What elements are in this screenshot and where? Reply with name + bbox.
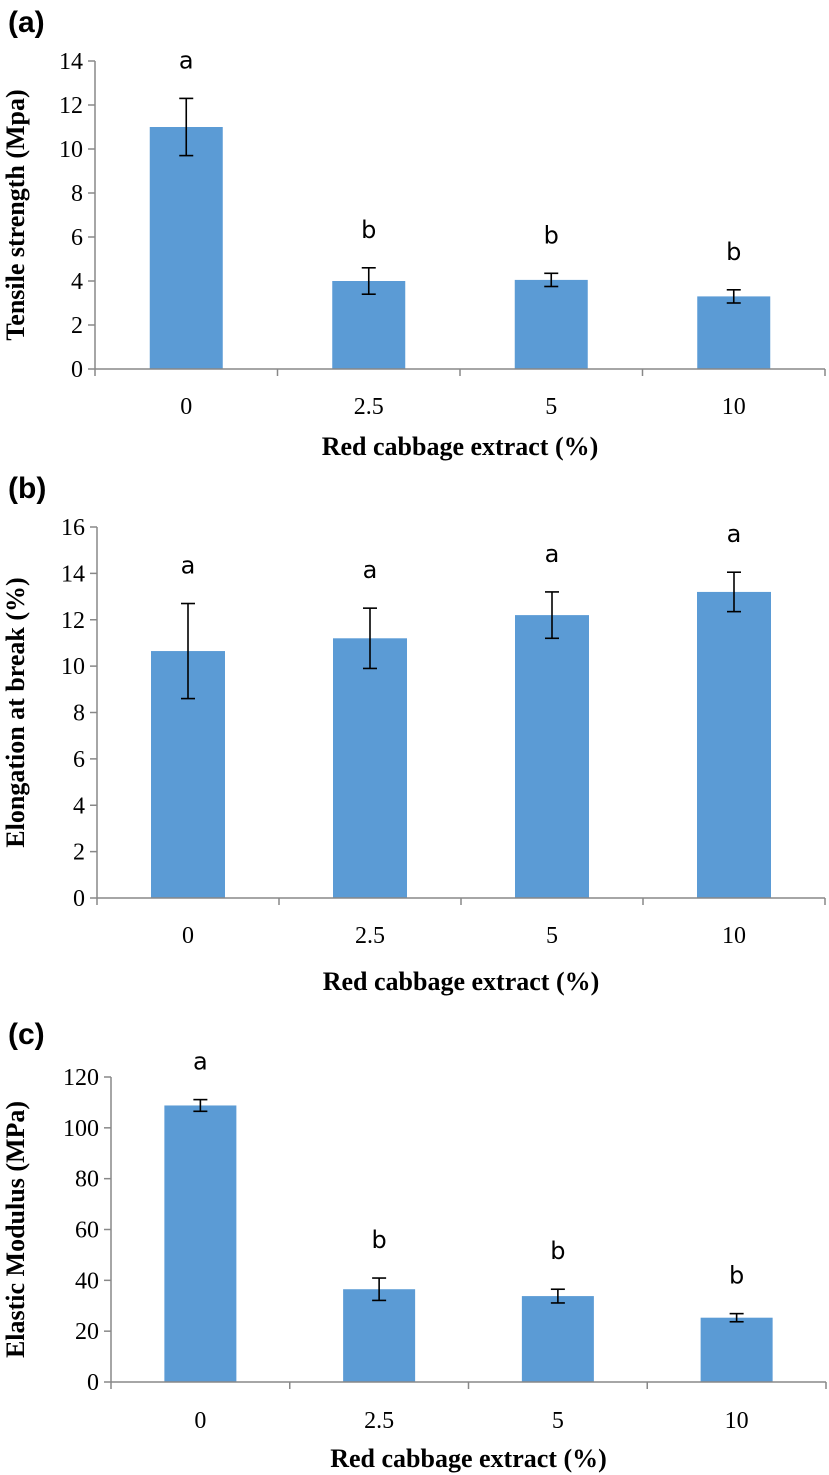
x-tick-label: 2.5 (354, 394, 384, 420)
chart-panel-2: (c) a b b b 0 20 40 60 80 100 120 0 2.5 5 10 Red cabbage… (1, 1018, 827, 1473)
x-axis-title: Red cabbage extract (%) (323, 967, 600, 996)
x-tick-label: 10 (722, 394, 746, 420)
y-tick-label: 8 (73, 701, 85, 727)
y-tick-label: 6 (73, 747, 85, 773)
y-tick-label: 80 (75, 1167, 99, 1193)
y-tick-label: 14 (59, 49, 83, 75)
y-tick-label: 8 (71, 181, 83, 207)
significance-label: b (726, 238, 741, 266)
panel-label: (b) (8, 472, 46, 505)
bar (149, 127, 223, 369)
x-tick-label: 0 (182, 923, 194, 949)
bar (700, 1317, 773, 1382)
significance-label: a (727, 520, 742, 548)
significance-label: b (550, 1237, 565, 1265)
bar (343, 1289, 416, 1382)
x-tick-label: 10 (725, 1408, 749, 1434)
y-axis-title: Elongation at break (%) (1, 577, 30, 847)
y-tick-label: 120 (63, 1065, 99, 1091)
y-tick-label: 10 (61, 654, 85, 680)
x-tick-label: 2.5 (355, 923, 385, 949)
bar (515, 615, 589, 898)
chart-panel-1: (b) a a a a 0 2 4 6 8 10 12 14 16 0 2.5 5 10 Red cabbage e… (1, 472, 826, 996)
significance-label: b (361, 216, 376, 244)
y-tick-label: 12 (61, 608, 85, 634)
x-tick-label: 0 (194, 1408, 206, 1434)
x-axis-title: Red cabbage extract (%) (322, 432, 599, 461)
significance-label: a (179, 46, 194, 74)
bar (164, 1105, 237, 1382)
y-tick-label: 60 (75, 1218, 99, 1244)
x-tick-label: 5 (545, 394, 557, 420)
x-tick-label: 5 (546, 923, 558, 949)
y-tick-label: 10 (59, 137, 83, 163)
bar (697, 591, 771, 898)
y-tick-label: 20 (75, 1319, 99, 1345)
bar (697, 296, 771, 369)
y-tick-label: 14 (61, 561, 85, 587)
x-tick-label: 2.5 (364, 1408, 394, 1434)
y-tick-label: 0 (87, 1370, 99, 1396)
significance-label: b (729, 1262, 744, 1290)
y-tick-label: 100 (63, 1116, 99, 1142)
y-tick-label: 12 (59, 93, 83, 119)
x-tick-label: 5 (552, 1408, 564, 1434)
y-tick-label: 2 (71, 313, 83, 339)
bar (521, 1296, 594, 1382)
y-tick-label: 0 (73, 886, 85, 912)
y-axis-title: Elastic Modulus (MPa) (1, 1101, 30, 1358)
panel-label: (a) (8, 6, 45, 39)
y-tick-label: 4 (73, 793, 85, 819)
y-tick-label: 6 (71, 225, 83, 251)
y-tick-label: 0 (71, 357, 83, 383)
x-tick-label: 10 (722, 923, 746, 949)
chart-panel-0: (a) a b b b 0 2 4 6 8 10 12 14 0 2.5 5 10 Red cabbage ext… (1, 6, 826, 461)
bar (332, 281, 406, 369)
x-tick-label: 0 (180, 394, 192, 420)
panel-label: (c) (8, 1018, 45, 1051)
y-tick-label: 40 (75, 1268, 99, 1294)
y-tick-label: 4 (71, 269, 83, 295)
x-axis-title: Red cabbage extract (%) (330, 1444, 607, 1473)
y-tick-label: 2 (73, 840, 85, 866)
significance-label: a (181, 552, 196, 580)
bar (514, 279, 588, 369)
significance-label: a (363, 556, 378, 584)
y-tick-label: 16 (61, 515, 85, 541)
y-axis-title: Tensile strength (Mpa) (1, 89, 30, 340)
significance-label: b (544, 221, 559, 249)
bar (333, 638, 407, 898)
significance-label: a (545, 540, 560, 568)
significance-label: b (372, 1226, 387, 1254)
significance-label: a (193, 1048, 208, 1076)
